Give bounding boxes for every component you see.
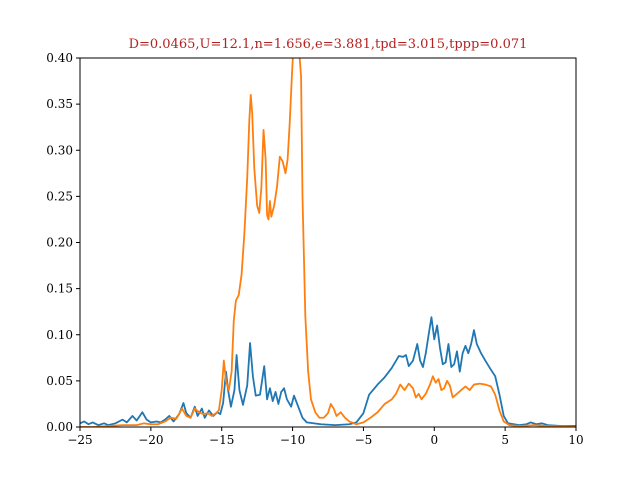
x-tick-label: −15 [209,433,234,447]
x-tick-label: −25 [67,433,92,447]
y-tick-label: 0.30 [46,143,73,157]
x-tick-label: 10 [568,433,583,447]
series-layer [80,58,576,427]
x-tick-label: 0 [430,433,438,447]
y-tick-label: 0.35 [46,97,73,111]
x-tick-label: 5 [501,433,509,447]
y-tick-label: 0.20 [46,236,73,250]
axis-layer: −25 −20 −15 −10 −5 0 5 10 0.00 0.05 0.10 0.15 0.20 0.… [46,51,583,447]
series-line-2 [80,58,576,427]
plot-frame [79,57,577,428]
chart-title: D=0.0465,U=12.1,n=1.656,e=3.881,tpd=3.01… [129,37,528,52]
y-tick-label: 0.40 [46,51,73,65]
y-tick-label: 0.10 [46,328,73,342]
x-tick-label: −5 [355,433,373,447]
y-tick-label: 0.00 [46,420,73,434]
y-tick-label: 0.15 [46,282,73,296]
x-tick-label: −20 [138,433,163,447]
series-line-1 [80,316,576,427]
x-tick-label: −10 [280,433,305,447]
y-tick-label: 0.05 [46,374,73,388]
y-tick-label: 0.25 [46,189,73,203]
